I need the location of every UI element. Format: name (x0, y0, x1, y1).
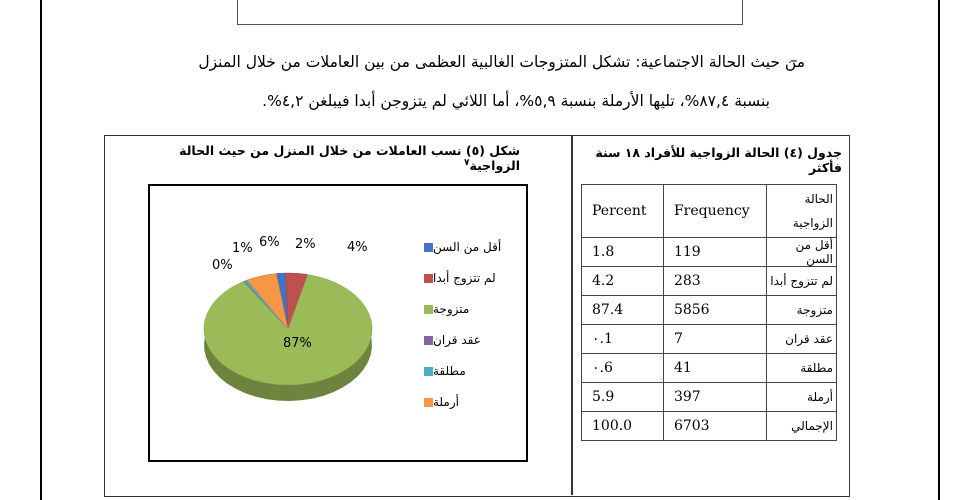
header-frequency: Frequency (662, 184, 767, 238)
cell-frequency: 5856 (662, 295, 767, 325)
pie-data-label: 1% (232, 241, 253, 256)
pie-data-label: 6% (259, 235, 280, 250)
legend-swatch (424, 336, 433, 345)
legend-label: مطلقة (433, 364, 466, 378)
legend-label: متزوجة (433, 302, 470, 316)
cell-frequency: 41 (662, 353, 767, 383)
legend-swatch (424, 305, 433, 314)
pie-data-label: 0% (212, 258, 233, 273)
cell-status: عقد قران (765, 324, 838, 354)
legend-label: أقل من السن (433, 240, 502, 254)
table-row: 5.9 397 أرملة (581, 382, 838, 412)
paragraph-line-2: بنسبة ٨٧,٤%، تليها الأرملة بنسبة ٥,٩%، أ… (262, 92, 770, 110)
legend-item: عقد قران (420, 333, 481, 347)
legend-item: لم تتزوج أبدا (420, 271, 496, 285)
cell-status: مطلقة (765, 353, 838, 383)
figure-footnote: ٧ (463, 158, 470, 168)
cell-status: متزوجة (765, 295, 838, 325)
pie-chart: 2% 4% 87% 0% 1% 6% أقل من السن لم تتزوج أبدا مت… (148, 184, 528, 462)
pie-data-label: 2% (295, 237, 316, 252)
cell-frequency: 397 (662, 382, 767, 412)
cell-status: لم تتزوج أبدا (765, 266, 838, 296)
header-percent: Percent (581, 184, 664, 238)
table-row: ٠.1 7 عقد قران (581, 324, 838, 354)
cell-status: الإجمالي (765, 411, 838, 441)
pie-slice (203, 274, 373, 386)
frame-divider (571, 135, 573, 495)
pie-slice (246, 273, 289, 330)
cell-percent: 1.8 (581, 237, 664, 267)
cell-status: أقل من السن (765, 237, 838, 267)
legend-swatch (424, 367, 433, 376)
cell-percent: 5.9 (581, 382, 664, 412)
legend-item: أقل من السن (420, 240, 501, 254)
marital-status-table: Percent Frequency الحالة الزواجية 1.8 11… (581, 184, 838, 441)
cell-frequency: 119 (662, 237, 767, 267)
header-status: الحالة الزواجية (765, 184, 838, 238)
legend-item: أرملة (420, 395, 459, 409)
table-row: 87.4 5856 متزوجة (581, 295, 838, 325)
legend-swatch (424, 274, 433, 283)
cell-status: أرملة (765, 382, 838, 412)
legend-label: أرملة (433, 395, 459, 409)
table-row: ٠.6 41 مطلقة (581, 353, 838, 383)
table-title: جدول (٤) الحالة الزواجية للأفراد ١٨ سنة … (595, 145, 842, 175)
top-box-text: ... (699, 0, 712, 2)
legend-item: مطلقة (420, 364, 466, 378)
page-right-border (938, 0, 940, 500)
legend-swatch (424, 398, 433, 407)
cell-percent: 100.0 (581, 411, 664, 441)
cell-percent: 4.2 (581, 266, 664, 296)
figure-title: شكل (٥) نسب العاملات من خلال المنزل من ح… (150, 143, 520, 173)
figure-title-text: شكل (٥) نسب العاملات من خلال المنزل من ح… (179, 143, 520, 174)
table-total-row: 100.0 6703 الإجمالي (581, 411, 838, 441)
pie-chart-svg: 2% 4% 87% 0% 1% 6% (203, 235, 373, 401)
table-row: 4.2 283 لم تتزوج أبدا (581, 266, 838, 296)
cell-percent: ٠.1 (581, 324, 664, 354)
legend-item: متزوجة (420, 302, 469, 316)
page-left-border (40, 0, 42, 500)
cell-percent: ٠.6 (581, 353, 664, 383)
top-text-box: ... (237, 0, 743, 25)
cell-frequency: 283 (662, 266, 767, 296)
figure-table-frame (104, 135, 850, 497)
pie-data-label: 4% (347, 240, 368, 255)
bullet-dash: – (790, 51, 798, 69)
pie-data-label: 87% (283, 336, 312, 351)
cell-frequency: 7 (662, 324, 767, 354)
paragraph-line-1: من حيث الحالة الاجتماعية: تشكل المتزوجات… (198, 53, 805, 71)
legend-swatch (424, 243, 433, 252)
cell-percent: 87.4 (581, 295, 664, 325)
legend-label: عقد قران (433, 333, 481, 347)
cell-frequency: 6703 (662, 411, 767, 441)
legend-label: لم تتزوج أبدا (433, 271, 496, 285)
table-row: 1.8 119 أقل من السن (581, 237, 838, 267)
table-header-row: Percent Frequency الحالة الزواجية (581, 184, 838, 238)
